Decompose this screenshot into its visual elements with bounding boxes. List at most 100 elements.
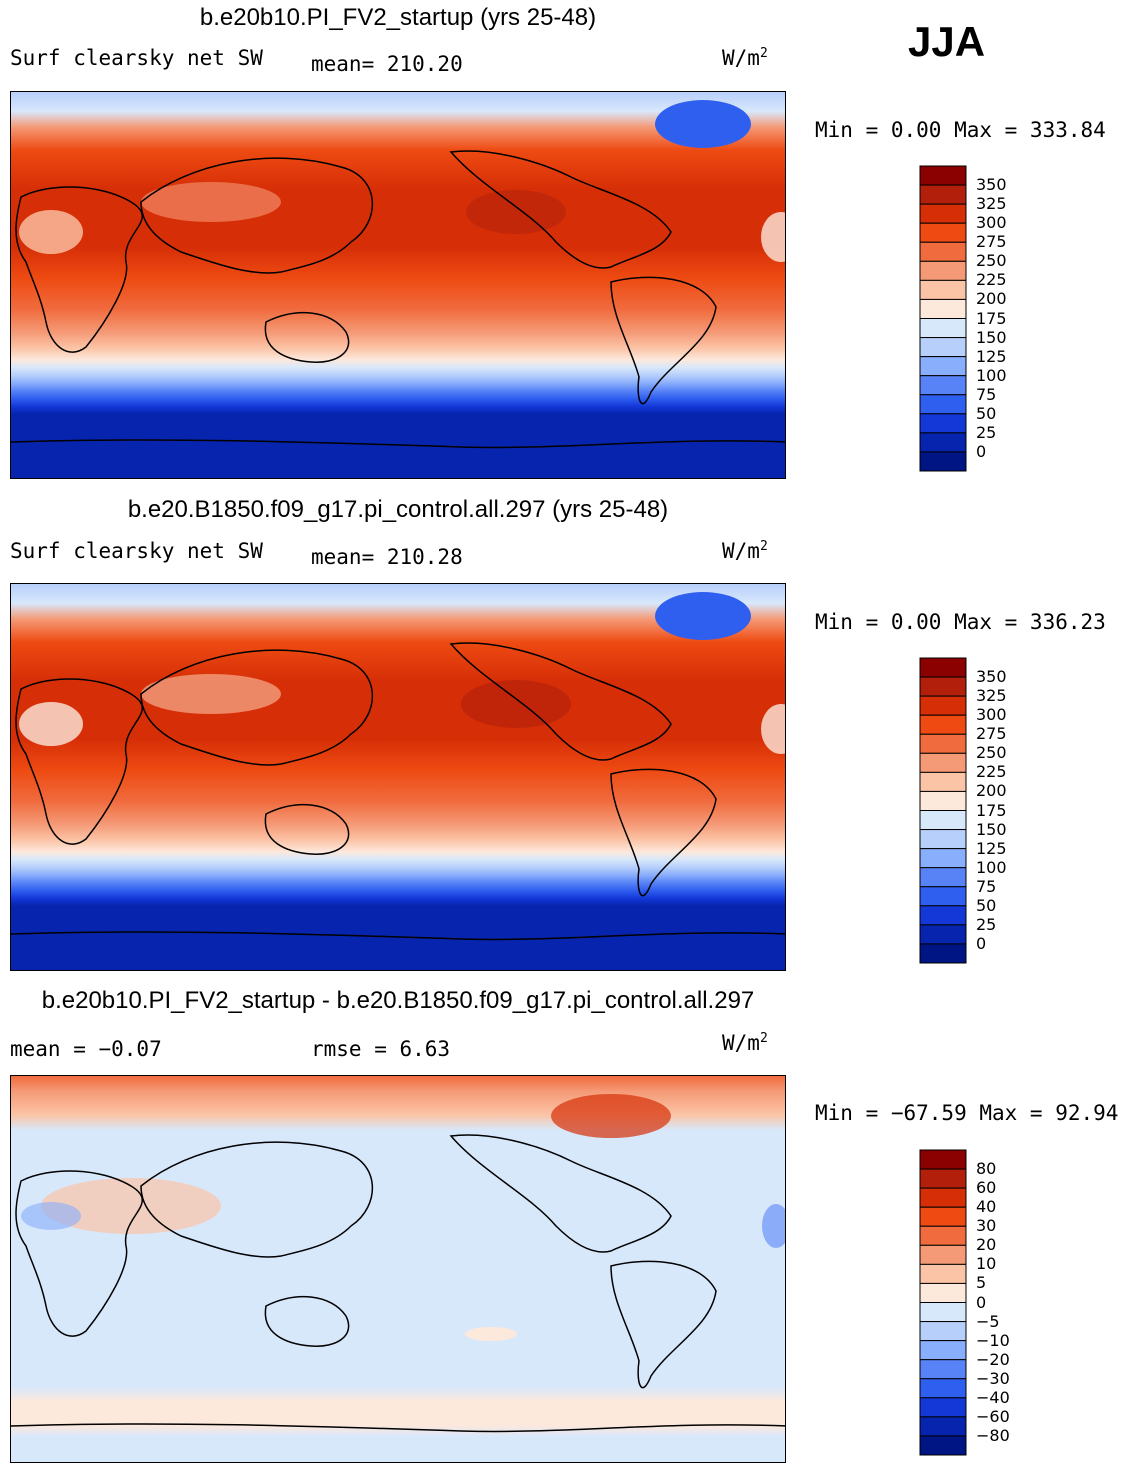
colorbar-swatch [919,1321,967,1342]
panel-3-title: b.e20b10.PI_FV2_startup - b.e20.B1850.f0… [41,987,755,1014]
colorbar-swatch [919,1149,967,1170]
colorbar-swatch [919,752,967,773]
colorbar-tick-label: 300 [976,213,1007,233]
panel-3-map [10,1075,786,1463]
sahara [19,702,83,746]
colorbar-tick-label: 275 [976,724,1007,744]
colorbar-tick-label: −5 [976,1311,1000,1331]
colorbar-tick-label: 225 [976,270,1007,290]
panel-2-map-svg [11,584,785,970]
colorbar-swatch [919,279,967,300]
panel-3-map-svg [11,1076,785,1462]
colorbar-tick-label: −80 [976,1425,1010,1445]
panel-1-colorbar: 350 325 300 275 250 225 200 175 150 125 100 75 50 25 0 [919,165,1007,472]
asia-high [141,182,281,222]
colorbar-tick-label: 125 [976,838,1007,858]
panel-2-units: W/m2 [722,539,768,563]
colorbar-swatch [919,241,967,262]
colorbar-swatch [919,848,967,869]
colorbar-tick-label: 250 [976,743,1007,763]
colorbar-swatch [919,676,967,697]
colorbar-swatch [919,1282,967,1303]
colorbar-tick-label: 150 [976,327,1007,347]
east-atlantic [761,212,785,262]
colorbar-tick-label: 275 [976,232,1007,252]
panel-3-colorbar: 80 60 40 30 20 10 5 0 −5 −10 −20 −30 −40 −60 −80 [919,1149,1010,1456]
panel-1-variable: Surf clearsky net SW [10,46,263,70]
colorbar-swatch [919,1378,967,1399]
colorbar-swatch [919,886,967,907]
colorbar-tick-label: 225 [976,762,1007,782]
colorbar-tick-label: 325 [976,686,1007,706]
colorbar-swatch [919,1340,967,1361]
colorbar-tick-label: 60 [976,1178,997,1198]
colorbar-tick-label: −20 [976,1349,1010,1369]
siberia-diff [551,1094,671,1138]
colorbar-swatch [919,1187,967,1208]
season-label: JJA [908,18,986,65]
colorbar-swatch [919,943,967,964]
colorbar-swatch [919,1359,967,1380]
colorbar-tick-label: 0 [976,441,987,461]
colorbar-tick-label: 20 [976,1235,997,1255]
colorbar-swatch [919,657,967,678]
east-atlantic [761,704,785,754]
colorbar-swatch [919,1168,967,1189]
colorbar-tick-label: 175 [976,308,1007,328]
sahara-diff [21,1202,81,1230]
panel-2-colorbar: 350 325 300 275 250 225 200 175 150 125 100 75 50 25 0 [919,657,1007,964]
colorbar-tick-label: 75 [976,384,997,404]
panel-1-map [10,91,786,479]
panel-1-title: b.e20b10.PI_FV2_startup (yrs 25-48) [199,4,597,31]
coastlines [11,1134,785,1433]
asia-diff [41,1178,221,1234]
pacific-diff [465,1327,517,1341]
colorbar-swatch [919,1416,967,1437]
colorbar-tick-label: −40 [976,1387,1010,1407]
asia-high [141,674,281,714]
colorbar-tick-label: 25 [976,914,997,934]
colorbar-swatch [919,771,967,792]
colorbar-tick-label: 50 [976,895,997,915]
colorbar-tick-label: 125 [976,346,1007,366]
colorbar-swatch [919,260,967,281]
colorbar-swatch [919,1206,967,1227]
colorbar-swatch [919,733,967,754]
panel-2-variable: Surf clearsky net SW [10,539,263,563]
greenland [655,592,751,640]
colorbar-swatch [919,1397,967,1418]
colorbar-tick-label: 350 [976,667,1007,687]
pacific-max [466,190,566,234]
atlantic-diff [762,1204,785,1248]
colorbar-swatch [919,298,967,319]
panel-3-rmse: rmse = 6.63 [311,1037,451,1061]
colorbar-tick-label: 350 [976,175,1007,195]
colorbar-tick-label: 75 [976,876,997,896]
colorbar-swatch [919,695,967,716]
panel-3-minmax: Min = −67.59 Max = 92.94 [815,1101,1119,1125]
colorbar-swatch [919,810,967,831]
coastlines [11,150,785,449]
colorbar-swatch [919,924,967,945]
colorbar-swatch [919,790,967,811]
colorbar-swatch [919,867,967,888]
colorbar-swatch [919,222,967,243]
colorbar-tick-label: 80 [976,1159,997,1179]
colorbar-tick-label: −60 [976,1406,1010,1426]
colorbar-swatch [919,413,967,434]
panel-2-mean: mean= 210.28 [311,545,463,569]
colorbar-tick-label: −30 [976,1368,1010,1388]
colorbar-swatch [919,1263,967,1284]
colorbar-swatch [919,375,967,396]
colorbar-swatch [919,394,967,415]
panel-1-colorbar-svg [919,165,967,472]
colorbar-tick-label: 300 [976,705,1007,725]
greenland [655,100,751,148]
coastlines [11,642,785,941]
panel-1-map-svg [11,92,785,478]
colorbar-swatch [919,829,967,850]
sahara [19,210,83,254]
colorbar-tick-label: 50 [976,403,997,423]
colorbar-tick-label: 0 [976,933,987,953]
colorbar-swatch [919,165,967,186]
